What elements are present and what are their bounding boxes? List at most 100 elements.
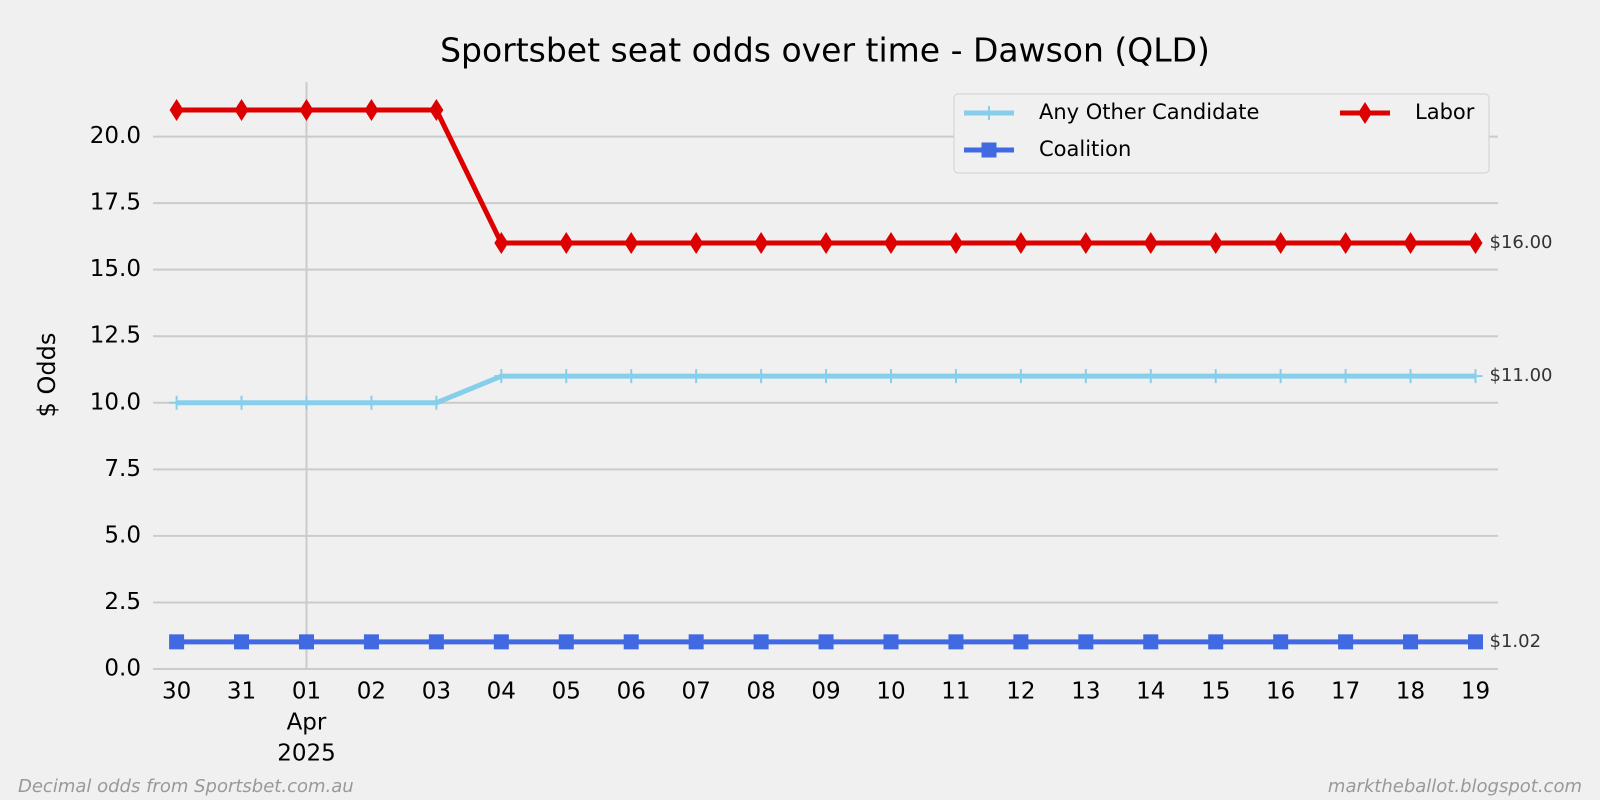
marker: [298, 634, 314, 650]
marker: [982, 106, 996, 120]
marker: [1273, 369, 1288, 384]
marker: [1338, 232, 1353, 255]
marker: [299, 395, 314, 410]
x-tick-label: 31: [227, 679, 256, 705]
y-tick-label: 17.5: [90, 190, 141, 216]
marker: [1013, 634, 1029, 650]
x-tick-label: 14: [1136, 679, 1165, 705]
marker: [1013, 369, 1028, 384]
x-tick-label: 08: [746, 679, 775, 705]
marker: [494, 232, 509, 255]
x-tick-label: 03: [422, 679, 451, 705]
marker: [169, 395, 184, 410]
marker: [689, 369, 704, 384]
marker: [1143, 369, 1158, 384]
x-tick-label: 19: [1461, 679, 1490, 705]
chart-title: Sportsbet seat odds over time - Dawson (…: [440, 31, 1210, 70]
marker: [1273, 232, 1288, 255]
y-tick-label: 0.0: [104, 656, 141, 682]
marker: [948, 634, 964, 650]
x-tick-label: 05: [552, 679, 581, 705]
marker: [689, 232, 704, 255]
marker: [948, 369, 963, 384]
marker: [624, 369, 639, 384]
marker: [494, 369, 509, 384]
legend: Any Other Candidate Coalition Labor: [953, 93, 1490, 174]
marker: [428, 634, 444, 650]
marker: [1468, 369, 1483, 384]
y-tick-label: 15.0: [90, 256, 141, 282]
marker: [948, 232, 963, 255]
marker: [1338, 634, 1354, 650]
x-tick-label: 12: [1006, 679, 1035, 705]
footer-left: Decimal odds from Sportsbet.com.au: [18, 776, 354, 797]
marker: [819, 369, 834, 384]
marker: [234, 395, 249, 410]
marker: [429, 395, 444, 410]
marker: [1143, 232, 1158, 255]
marker: [1208, 369, 1223, 384]
y-axis-label: $ Odds: [33, 333, 61, 418]
marker: [1208, 634, 1224, 650]
marker: [818, 634, 834, 650]
marker: [559, 232, 574, 255]
x-tick-label: 15: [1201, 679, 1230, 705]
marker: [429, 98, 444, 121]
y-tick-label: 10.0: [90, 389, 141, 415]
marker: [753, 634, 769, 650]
marker: [623, 634, 639, 650]
marker: [624, 232, 639, 255]
footer-right: marktheballot.blogspot.com: [1328, 776, 1582, 797]
marker: [234, 98, 249, 121]
y-tick-label: 5.0: [104, 522, 141, 548]
x-tick-label: 30: [162, 679, 191, 705]
marker: [1468, 634, 1483, 650]
marker: [754, 369, 769, 384]
end-label: $11.00: [1490, 365, 1553, 386]
marker: [883, 369, 898, 384]
marker: [234, 634, 250, 650]
marker: [558, 634, 574, 650]
marker: [1013, 232, 1028, 255]
x-tick-label: 06: [617, 679, 646, 705]
marker: [1078, 232, 1093, 255]
marker: [1273, 634, 1289, 650]
marker: [754, 232, 769, 255]
end-label: $1.02: [1490, 631, 1542, 652]
end-label: $16.00: [1490, 232, 1553, 253]
marker: [1338, 369, 1353, 384]
x-tick-label: 11: [941, 679, 970, 705]
y-tick-label: 20.0: [90, 123, 141, 149]
x-tick-label: 02: [357, 679, 386, 705]
marker: [169, 634, 185, 650]
y-tick-label: 12.5: [90, 323, 141, 349]
marker: [364, 98, 379, 121]
marker: [883, 232, 898, 255]
x-tick-label: 16: [1266, 679, 1295, 705]
legend-label: Coalition: [1039, 137, 1131, 161]
marker: [1403, 369, 1418, 384]
marker: [883, 634, 899, 650]
x-tick-label: 07: [682, 679, 711, 705]
marker: [363, 634, 379, 650]
marker: [1143, 634, 1159, 650]
legend-label: Labor: [1415, 100, 1475, 124]
marker: [1403, 634, 1419, 650]
marker: [1468, 232, 1483, 255]
x-tick-label: 17: [1331, 679, 1360, 705]
marker: [299, 98, 314, 121]
x-tick-label: 09: [811, 679, 840, 705]
y-tick-label: 2.5: [104, 589, 141, 615]
marker: [493, 634, 509, 650]
x-tick-label: 13: [1071, 679, 1100, 705]
marker: [1208, 232, 1223, 255]
marker: [981, 142, 997, 158]
marker: [819, 232, 834, 255]
marker: [364, 395, 379, 410]
legend-label: Any Other Candidate: [1039, 100, 1259, 124]
x-tick-label: 10: [876, 679, 905, 705]
x-tick-label: 18: [1396, 679, 1425, 705]
x-tick-label: 04: [487, 679, 516, 705]
marker: [1403, 232, 1418, 255]
